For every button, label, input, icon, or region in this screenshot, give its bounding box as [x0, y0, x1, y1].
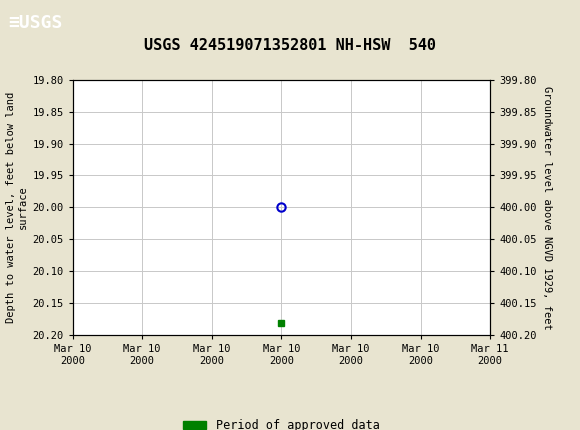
Y-axis label: Groundwater level above NGVD 1929, feet: Groundwater level above NGVD 1929, feet [542, 86, 552, 329]
Text: USGS 424519071352801 NH-HSW  540: USGS 424519071352801 NH-HSW 540 [144, 38, 436, 52]
Text: ≡USGS: ≡USGS [9, 14, 63, 31]
Legend: Period of approved data: Period of approved data [178, 415, 385, 430]
Y-axis label: Depth to water level, feet below land
surface: Depth to water level, feet below land su… [6, 92, 28, 323]
